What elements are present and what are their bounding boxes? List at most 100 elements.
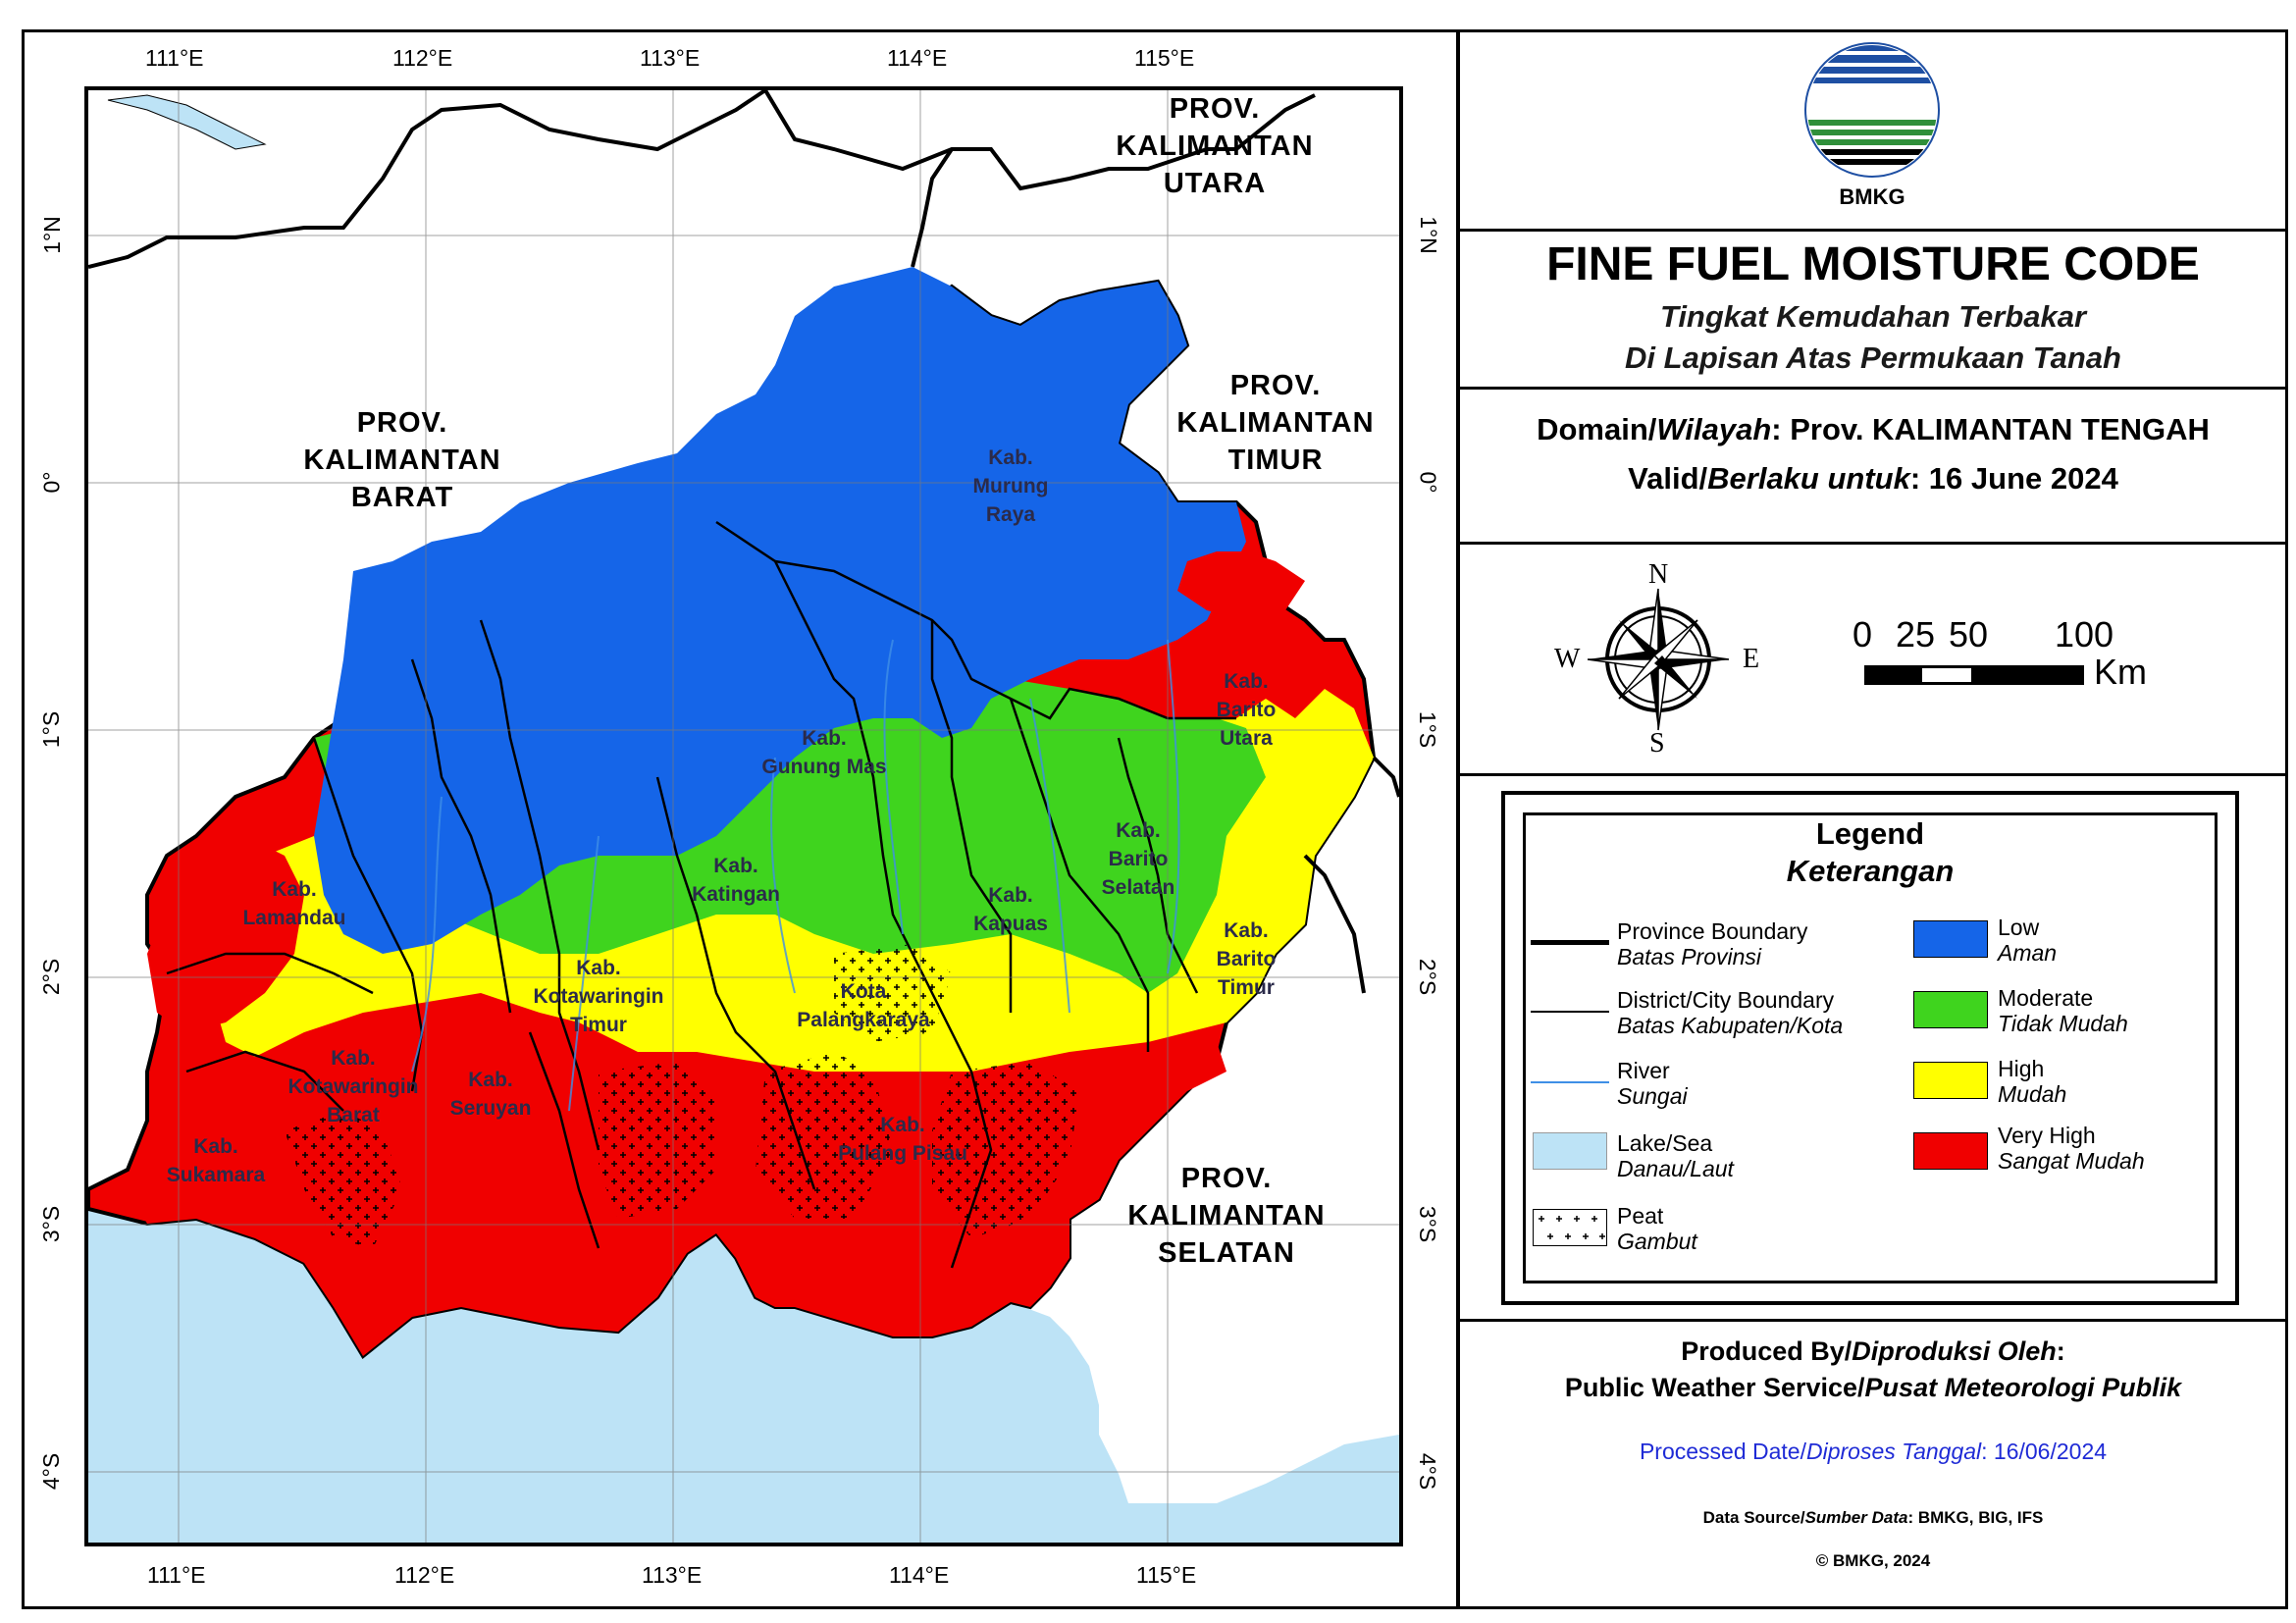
regency-label-line: Barat [327, 1104, 380, 1126]
divider [1460, 387, 2286, 390]
data-source: Data Source/Sumber Data: BMKG, BIG, IFS [1460, 1508, 2286, 1528]
regency-label-katingan: Kab. Katingan [667, 852, 805, 909]
peat-pattern-icon [1539, 1216, 1605, 1239]
regency-label-line: Kapuas [973, 913, 1048, 935]
legend-high-swatch [1913, 1062, 1988, 1099]
regency-label-line: Seruyan [449, 1097, 532, 1120]
zone-low [314, 267, 1246, 954]
regency-label-seruyan: Kab. Seruyan [422, 1066, 559, 1123]
legend-lake-symbol [1533, 1132, 1607, 1170]
zone-very-high-west [147, 836, 304, 1032]
produced-colon: : [2056, 1336, 2065, 1366]
legend-inner-frame [1523, 812, 2218, 1283]
province-label-line: KALIMANTAN [1176, 407, 1375, 439]
source-value: : BMKG, BIG, IFS [1907, 1508, 2044, 1527]
regency-label-line: Palangkaraya [797, 1009, 930, 1031]
regency-label-murung-raya: Kab. Murung Raya [932, 444, 1089, 529]
map-title: FINE FUEL MOISTURE CODE [1546, 238, 2200, 290]
divider [1460, 1319, 2286, 1322]
lat-tick-right: 2°S [1415, 958, 1441, 996]
copyright: © BMKG, 2024 [1815, 1551, 1931, 1570]
regency-label-kobar: Kab. Kotawaringin Barat [265, 1044, 442, 1129]
bmkg-logo-icon [1804, 42, 1940, 178]
divider [1460, 229, 2286, 232]
province-boundaries [88, 90, 1399, 994]
province-label-kalbar: PROV. KALIMANTAN BARAT [275, 404, 530, 516]
province-label-kaltim: PROV. KALIMANTAN TIMUR [1158, 367, 1393, 479]
regency-label-line: Kotawaringin [287, 1075, 419, 1098]
domain-label-en: Domain/ [1537, 412, 1657, 446]
province-label-line: PROV. [356, 407, 448, 439]
produced-by: Produced By/Diproduksi Oleh: [1460, 1336, 2286, 1367]
legend-subtitle: Keterangan [1786, 854, 1955, 888]
domain-label-id: Wilayah [1656, 412, 1772, 446]
regency-label-line: Gunung Mas [761, 756, 887, 778]
regency-label-line: Kab. [193, 1135, 238, 1158]
peat-zone [285, 944, 1079, 1248]
province-label-line: BARAT [350, 482, 454, 513]
lake [107, 94, 267, 150]
legend-province-boundary-symbol [1531, 940, 1609, 945]
lat-tick-right: 1°S [1415, 710, 1441, 749]
regency-label-lamandau: Kab. Lamandau [226, 875, 363, 932]
regency-label-line: Katingan [692, 883, 780, 906]
regency-label-gunung-mas: Kab. Gunung Mas [736, 724, 913, 781]
producer: Public Weather Service/Pusat Meteorologi… [1460, 1373, 2286, 1403]
regency-label-line: Murung [972, 475, 1049, 497]
processed-date: Processed Date/Diproses Tanggal: 16/06/2… [1460, 1439, 2286, 1465]
lat-tick-left: 1°N [38, 216, 65, 254]
regency-label-line: Sukamara [166, 1164, 266, 1186]
compass-s: S [1649, 728, 1665, 759]
scale-label: 50 [1949, 614, 1989, 654]
divider [1460, 542, 2286, 545]
processed-value: : 16/06/2024 [1981, 1439, 2108, 1464]
regency-label-barito-timur: Kab. Barito Timur [1187, 916, 1305, 1002]
lat-tick-left: 1°S [38, 710, 65, 749]
lon-tick-top: 115°E [1134, 45, 1195, 71]
scale-label: 25 [1896, 614, 1936, 654]
legend-title: Legend [1815, 816, 1925, 851]
regency-label-palangkaraya: Kota Palangkaraya [775, 977, 952, 1034]
regency-label-line: Kotawaringin [533, 985, 664, 1008]
legend-moderate-swatch [1913, 991, 1988, 1028]
regency-label-line: Barito [1216, 948, 1277, 970]
lat-tick-right: 3°S [1415, 1205, 1441, 1243]
regency-label-line: Timur [1218, 976, 1275, 999]
province-label-line: TIMUR [1227, 445, 1324, 476]
divider [1460, 773, 2286, 776]
produced-id: Diproduksi Oleh [1852, 1336, 2057, 1366]
scale-label: 100 [2055, 614, 2114, 654]
legend-class-label: Very High [1998, 1123, 2096, 1148]
regency-label-line: Kab. [988, 884, 1033, 907]
scale-label: 0 [1852, 614, 1873, 654]
service-en: Public Weather Service/ [1564, 1373, 1865, 1402]
valid-label-en: Valid/ [1628, 461, 1708, 496]
rivers [411, 639, 1180, 1112]
compass-n: N [1648, 559, 1669, 590]
legend-item-label-id: Danau/Laut [1617, 1156, 1734, 1181]
lon-tick-top: 114°E [887, 45, 948, 71]
graticule [88, 90, 1399, 1543]
scale-segment [1974, 665, 2084, 685]
regency-label-line: Kab. [468, 1069, 513, 1091]
province-label-line: PROV. [1169, 93, 1261, 125]
valid-line: Valid/Berlaku untuk: 16 June 2024 [1460, 461, 2286, 497]
legend-class-label-id: Mudah [1998, 1081, 2067, 1107]
lat-tick-left: 3°S [38, 1205, 65, 1243]
legend-class-label-id: Aman [1998, 940, 2058, 966]
lat-tick-left: 2°S [38, 958, 65, 996]
legend-district-boundary-symbol [1531, 1011, 1609, 1013]
scale-segment [1864, 665, 1919, 685]
domain-line: Domain/Wilayah: Prov. KALIMANTAN TENGAH [1460, 412, 2286, 447]
regency-label-line: Selatan [1101, 876, 1175, 899]
lon-tick-bottom: 113°E [642, 1562, 703, 1588]
legend-peat-symbol [1533, 1209, 1607, 1246]
map-subtitle-2: Di Lapisan Atas Permukaan Tanah [1625, 340, 2121, 375]
regency-label-kapuas: Kab. Kapuas [952, 881, 1070, 938]
lat-tick-left: 0° [38, 471, 65, 494]
regency-label-sukamara: Kab. Sukamara [147, 1132, 285, 1189]
legend-item-label: Peat [1617, 1203, 1664, 1229]
legend-item-label: River [1617, 1058, 1670, 1083]
produced-en: Produced By/ [1681, 1336, 1852, 1366]
lon-tick-bottom: 115°E [1136, 1562, 1197, 1588]
